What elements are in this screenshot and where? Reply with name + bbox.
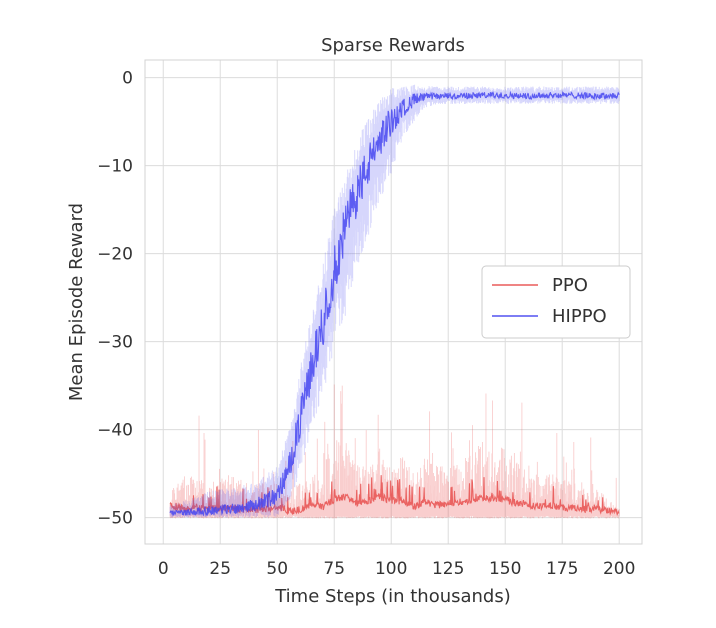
y-tick-label: 0 [122,69,133,89]
plot-frame [144,59,643,545]
y-tick-label: −30 [97,333,133,353]
x-tick-label: 25 [209,559,231,579]
y-tick-label: −50 [97,509,133,529]
x-tick-label: 75 [323,559,345,579]
x-tick-label: 50 [266,559,288,579]
x-tick-label: 150 [489,559,521,579]
x-tick-label: 125 [432,559,464,579]
x-tick-label: 0 [158,559,169,579]
x-tick-label: 175 [546,559,578,579]
legend-label-ppo: PPO [552,275,588,296]
y-tick-label: −40 [97,421,133,441]
series-hippo [169,84,620,518]
line-hippo [169,90,620,517]
legend-label-hippo: HIPPO [552,306,607,327]
grid [145,60,642,544]
chart-title: Sparse Rewards [321,35,465,56]
y-axis-label: Mean Episode Reward [66,203,87,401]
legend: PPO HIPPO [481,265,631,339]
tick-labels: 0 25 50 75 100 125 150 175 200 0 −10 −20 −30 −40 −50 [97,69,635,579]
x-tick-label: 200 [603,559,635,579]
y-tick-label: −20 [97,245,133,265]
x-tick-label: 100 [375,559,407,579]
series-layer [169,84,620,519]
y-tick-label: −10 [97,157,133,177]
x-axis-label: Time Steps (in thousands) [274,586,511,607]
